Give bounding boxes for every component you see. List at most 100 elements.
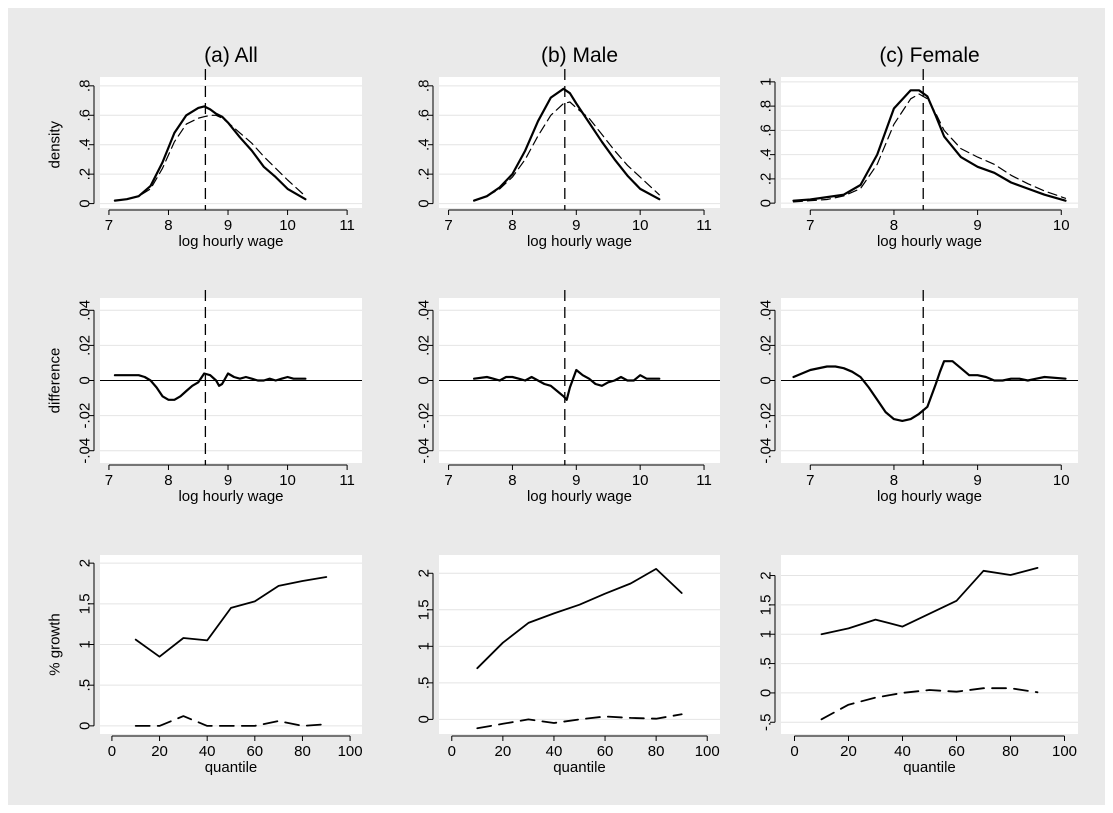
panel-title: (a) All: [204, 44, 258, 67]
y-tick-label: -.04: [416, 438, 433, 464]
x-tick-label: 8: [890, 217, 898, 234]
y-tick-label: .6: [758, 124, 775, 137]
x-tick-label: 20: [495, 743, 512, 760]
y-tick-label: .4: [77, 138, 94, 151]
x-axis-label: quantile: [205, 759, 258, 776]
x-tick-label: 7: [444, 217, 452, 234]
series-line-2: [134, 715, 328, 727]
y-axis-label: density: [47, 120, 64, 168]
y-tick-label: .04: [758, 300, 775, 321]
x-tick-label: 7: [105, 472, 113, 489]
panel-difference_female: -.04 -.02 0 .02 .04 7 8 9 10 log hourly wage: [758, 290, 1078, 505]
y-tick-label: -.5: [758, 714, 775, 732]
x-tick-label: 10: [632, 472, 649, 489]
series-line-1: [476, 568, 683, 670]
y-tick-label: 0: [416, 376, 433, 384]
x-tick-label: 100: [1052, 743, 1077, 760]
x-tick-label: 0: [790, 743, 798, 760]
y-tick-label: 0: [758, 689, 775, 697]
x-tick-label: 40: [546, 743, 563, 760]
y-tick-label: 2: [416, 569, 433, 577]
plot-area: [781, 555, 1078, 734]
panel-density_female: 0 .2 .4 .6 .8 1 7 8 9 10 log hourly wage (c) Female: [758, 44, 1078, 250]
x-tick-label: 10: [1053, 472, 1070, 489]
y-tick-label: 1.5: [416, 599, 433, 620]
y-tick-label: 0: [77, 722, 94, 730]
x-axis-label: log hourly wage: [527, 233, 632, 250]
series-line-1: [792, 89, 1067, 202]
x-axis-label: log hourly wage: [877, 233, 982, 250]
y-tick-label: -.02: [758, 403, 775, 429]
series-line-1: [473, 368, 661, 401]
y-tick-label: 0: [77, 376, 94, 384]
y-tick-label: .8: [416, 80, 433, 93]
series-line-1: [820, 567, 1039, 636]
x-tick-label: 7: [806, 472, 814, 489]
y-axis-label: difference: [47, 348, 64, 414]
x-tick-label: 8: [164, 472, 172, 489]
x-tick-label: 40: [894, 743, 911, 760]
x-axis-label: log hourly wage: [178, 488, 283, 505]
y-tick-label: .5: [77, 679, 94, 692]
y-tick-label: .8: [758, 100, 775, 113]
x-tick-label: 20: [840, 743, 857, 760]
y-tick-label: -.04: [758, 438, 775, 464]
y-tick-label: 1: [758, 630, 775, 638]
x-tick-label: 100: [695, 743, 720, 760]
y-tick-label: 1: [758, 78, 775, 86]
series-line-1: [792, 360, 1067, 422]
y-tick-label: .4: [416, 138, 433, 151]
x-tick-label: 80: [648, 743, 665, 760]
y-axis-label: % growth: [47, 613, 64, 676]
x-tick-label: 10: [1053, 217, 1070, 234]
series-line-1: [113, 105, 307, 202]
x-tick-label: 60: [597, 743, 614, 760]
x-axis-label: log hourly wage: [178, 233, 283, 250]
y-tick-label: .6: [416, 109, 433, 122]
x-tick-label: 20: [151, 743, 168, 760]
series-line-2: [473, 101, 660, 202]
x-tick-label: 10: [279, 217, 296, 234]
panel-difference_male: -.04 -.02 0 .02 .04 7 8 9 10 11 log hourly wage: [416, 290, 720, 505]
x-axis-label: quantile: [903, 759, 956, 776]
x-tick-label: 8: [508, 217, 516, 234]
x-tick-label: 8: [164, 217, 172, 234]
x-tick-label: 9: [572, 472, 580, 489]
x-tick-label: 11: [696, 217, 712, 234]
series-line-2: [792, 93, 1067, 203]
panel-title: (b) Male: [541, 44, 618, 67]
series-line-1: [113, 372, 307, 401]
x-axis-label: log hourly wage: [877, 488, 982, 505]
x-tick-label: 9: [224, 217, 232, 234]
x-tick-label: 11: [339, 472, 355, 489]
y-tick-label: 0: [758, 376, 775, 384]
x-tick-label: 8: [508, 472, 516, 489]
panel-title: (c) Female: [879, 44, 979, 67]
y-tick-label: .8: [77, 80, 94, 93]
y-tick-label: .04: [416, 300, 433, 321]
x-axis-label: log hourly wage: [527, 488, 632, 505]
x-tick-label: 0: [108, 743, 116, 760]
x-tick-label: 9: [973, 217, 981, 234]
x-tick-label: 7: [105, 217, 113, 234]
y-tick-label: .2: [416, 168, 433, 181]
x-tick-label: 10: [279, 472, 296, 489]
x-tick-label: 9: [572, 217, 580, 234]
x-tick-label: 40: [199, 743, 216, 760]
y-tick-label: .4: [758, 148, 775, 161]
y-tick-label: -.02: [416, 403, 433, 429]
series-line-2: [820, 687, 1039, 721]
y-tick-label: 0: [416, 199, 433, 207]
panel-difference_all: -.04 -.02 0 .02 .04 7 8 9 10 11 log hourly wage dif…: [47, 290, 362, 505]
x-tick-label: 7: [444, 472, 452, 489]
x-tick-label: 9: [224, 472, 232, 489]
y-tick-label: .5: [758, 657, 775, 670]
x-tick-label: 0: [448, 743, 456, 760]
x-tick-label: 60: [948, 743, 965, 760]
y-tick-label: 1.5: [77, 593, 94, 614]
y-tick-label: 2: [77, 559, 94, 567]
